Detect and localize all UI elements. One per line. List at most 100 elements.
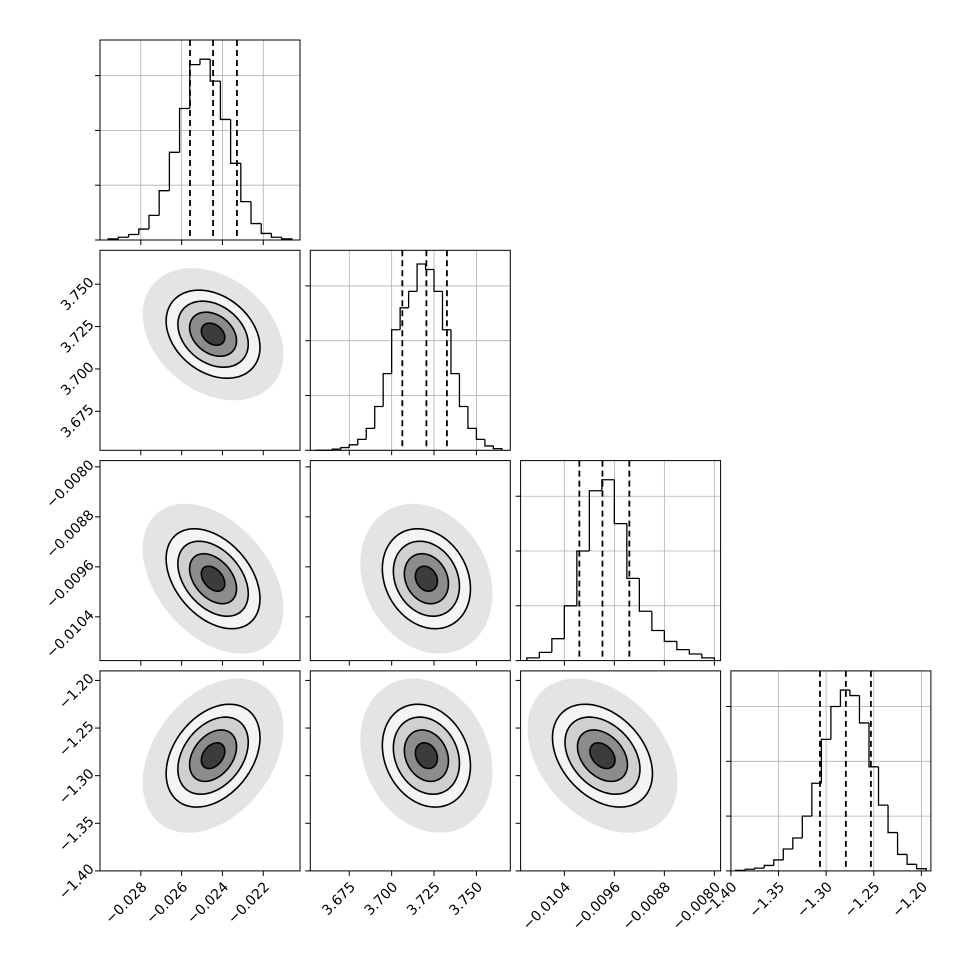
panel-frame: [99, 670, 301, 872]
x-tick-label: −0.028: [103, 879, 151, 927]
x-tick-label: 3.750: [446, 879, 486, 919]
histogram-bin: [148, 214, 160, 230]
histogram-bin: [820, 738, 831, 784]
histogram-bin: [830, 705, 841, 740]
histogram-bin: [701, 654, 715, 661]
histogram-bin: [688, 649, 702, 655]
histogram-bin: [433, 269, 443, 293]
histogram-bin: [663, 630, 677, 643]
histogram-bin: [219, 81, 231, 121]
histogram-bin: [270, 233, 282, 238]
histogram-bin: [348, 444, 358, 448]
histogram-bin: [638, 578, 652, 612]
histogram-bin: [441, 291, 451, 331]
y-tick-label: −0.0080: [43, 457, 97, 511]
x-tick-label: −0.0096: [570, 879, 624, 933]
histogram-bin: [588, 490, 602, 552]
histogram-bin: [601, 479, 615, 491]
x-tick-label: −0.022: [225, 879, 273, 927]
panel-frame: [730, 670, 932, 872]
histogram-bin: [915, 864, 927, 871]
histogram-bin: [399, 307, 409, 330]
y-tick-label: 3.675: [58, 402, 98, 442]
histogram-bin: [416, 263, 426, 292]
histogram-bin: [676, 641, 690, 651]
histogram-bin: [613, 479, 627, 525]
histogram-bin: [240, 163, 252, 203]
panel-frame: [99, 460, 301, 662]
histogram-bin: [168, 151, 180, 191]
x-tick-label: 3.725: [404, 879, 444, 919]
histogram-bin: [458, 373, 468, 408]
histogram-bin: [906, 854, 917, 865]
x-tick-label: 3.700: [362, 879, 402, 919]
panel-frame: [309, 670, 511, 872]
y-tick-label: 3.700: [58, 359, 98, 399]
density-contour: [414, 742, 439, 770]
x-tick-label: −1.35: [747, 879, 789, 921]
histogram-bin: [280, 237, 293, 240]
histogram-bin: [839, 689, 850, 707]
histogram-bin: [127, 233, 139, 238]
histogram-bin: [178, 107, 190, 153]
histogram-bin: [382, 372, 392, 407]
histogram-bin: [229, 119, 241, 164]
panel-frame: [99, 249, 301, 451]
histogram-bin: [887, 805, 898, 834]
histogram-bin: [407, 290, 418, 308]
density-contour: [589, 742, 616, 770]
histogram-bin: [138, 228, 149, 235]
panel-frame: [520, 460, 722, 662]
histogram-bin: [563, 605, 577, 639]
histogram-bin: [763, 864, 774, 869]
histogram-bin: [896, 832, 908, 856]
histogram-bin: [260, 223, 272, 235]
density-contour: [200, 322, 226, 347]
x-tick-label: −1.30: [794, 879, 836, 921]
histogram-bin: [858, 695, 869, 724]
histogram-bin: [526, 657, 540, 661]
x-tick-label: −0.024: [184, 879, 232, 927]
histogram-bin: [651, 611, 665, 632]
histogram-bin: [626, 523, 640, 580]
histogram-bin: [492, 445, 503, 451]
x-tick-label: −0.0088: [620, 879, 674, 933]
histogram-bin: [189, 64, 200, 109]
histogram-bin: [158, 190, 170, 216]
histogram-bin: [340, 446, 350, 450]
x-tick-label: −1.20: [889, 879, 931, 921]
y-tick-label: −1.20: [56, 671, 98, 713]
x-tick-label: −0.026: [143, 879, 191, 927]
y-tick-label: −0.0096: [43, 557, 97, 611]
histogram-bin: [868, 722, 879, 768]
histogram-bin: [484, 439, 494, 447]
y-tick-label: −1.40: [56, 861, 98, 903]
panel-frame: [99, 39, 301, 241]
histogram-bin: [374, 405, 384, 429]
histogram-bin: [250, 201, 262, 225]
histogram-bin: [467, 406, 477, 430]
x-tick-label: 3.675: [319, 879, 359, 919]
histogram-bin: [792, 837, 803, 849]
y-tick-label: −0.0104: [43, 607, 97, 661]
y-tick-label: 3.750: [58, 275, 98, 315]
histogram-bin: [538, 651, 552, 658]
histogram-bin: [744, 868, 755, 871]
y-tick-label: −1.35: [56, 814, 98, 856]
y-tick-label: −1.25: [56, 718, 98, 760]
x-tick-label: −0.0104: [520, 879, 574, 933]
density-contour: [414, 565, 439, 593]
histogram-bin: [849, 690, 860, 697]
histogram-bin: [391, 329, 401, 374]
histogram-bin: [365, 427, 375, 440]
density-contour: [200, 742, 226, 770]
panel-frame: [309, 249, 511, 451]
histogram-bin: [551, 638, 565, 653]
histogram-bin: [450, 329, 460, 375]
histogram-bin: [773, 859, 784, 866]
y-tick-label: −0.0088: [43, 507, 97, 561]
y-tick-label: −1.30: [56, 766, 98, 808]
histogram-bin: [117, 236, 129, 239]
